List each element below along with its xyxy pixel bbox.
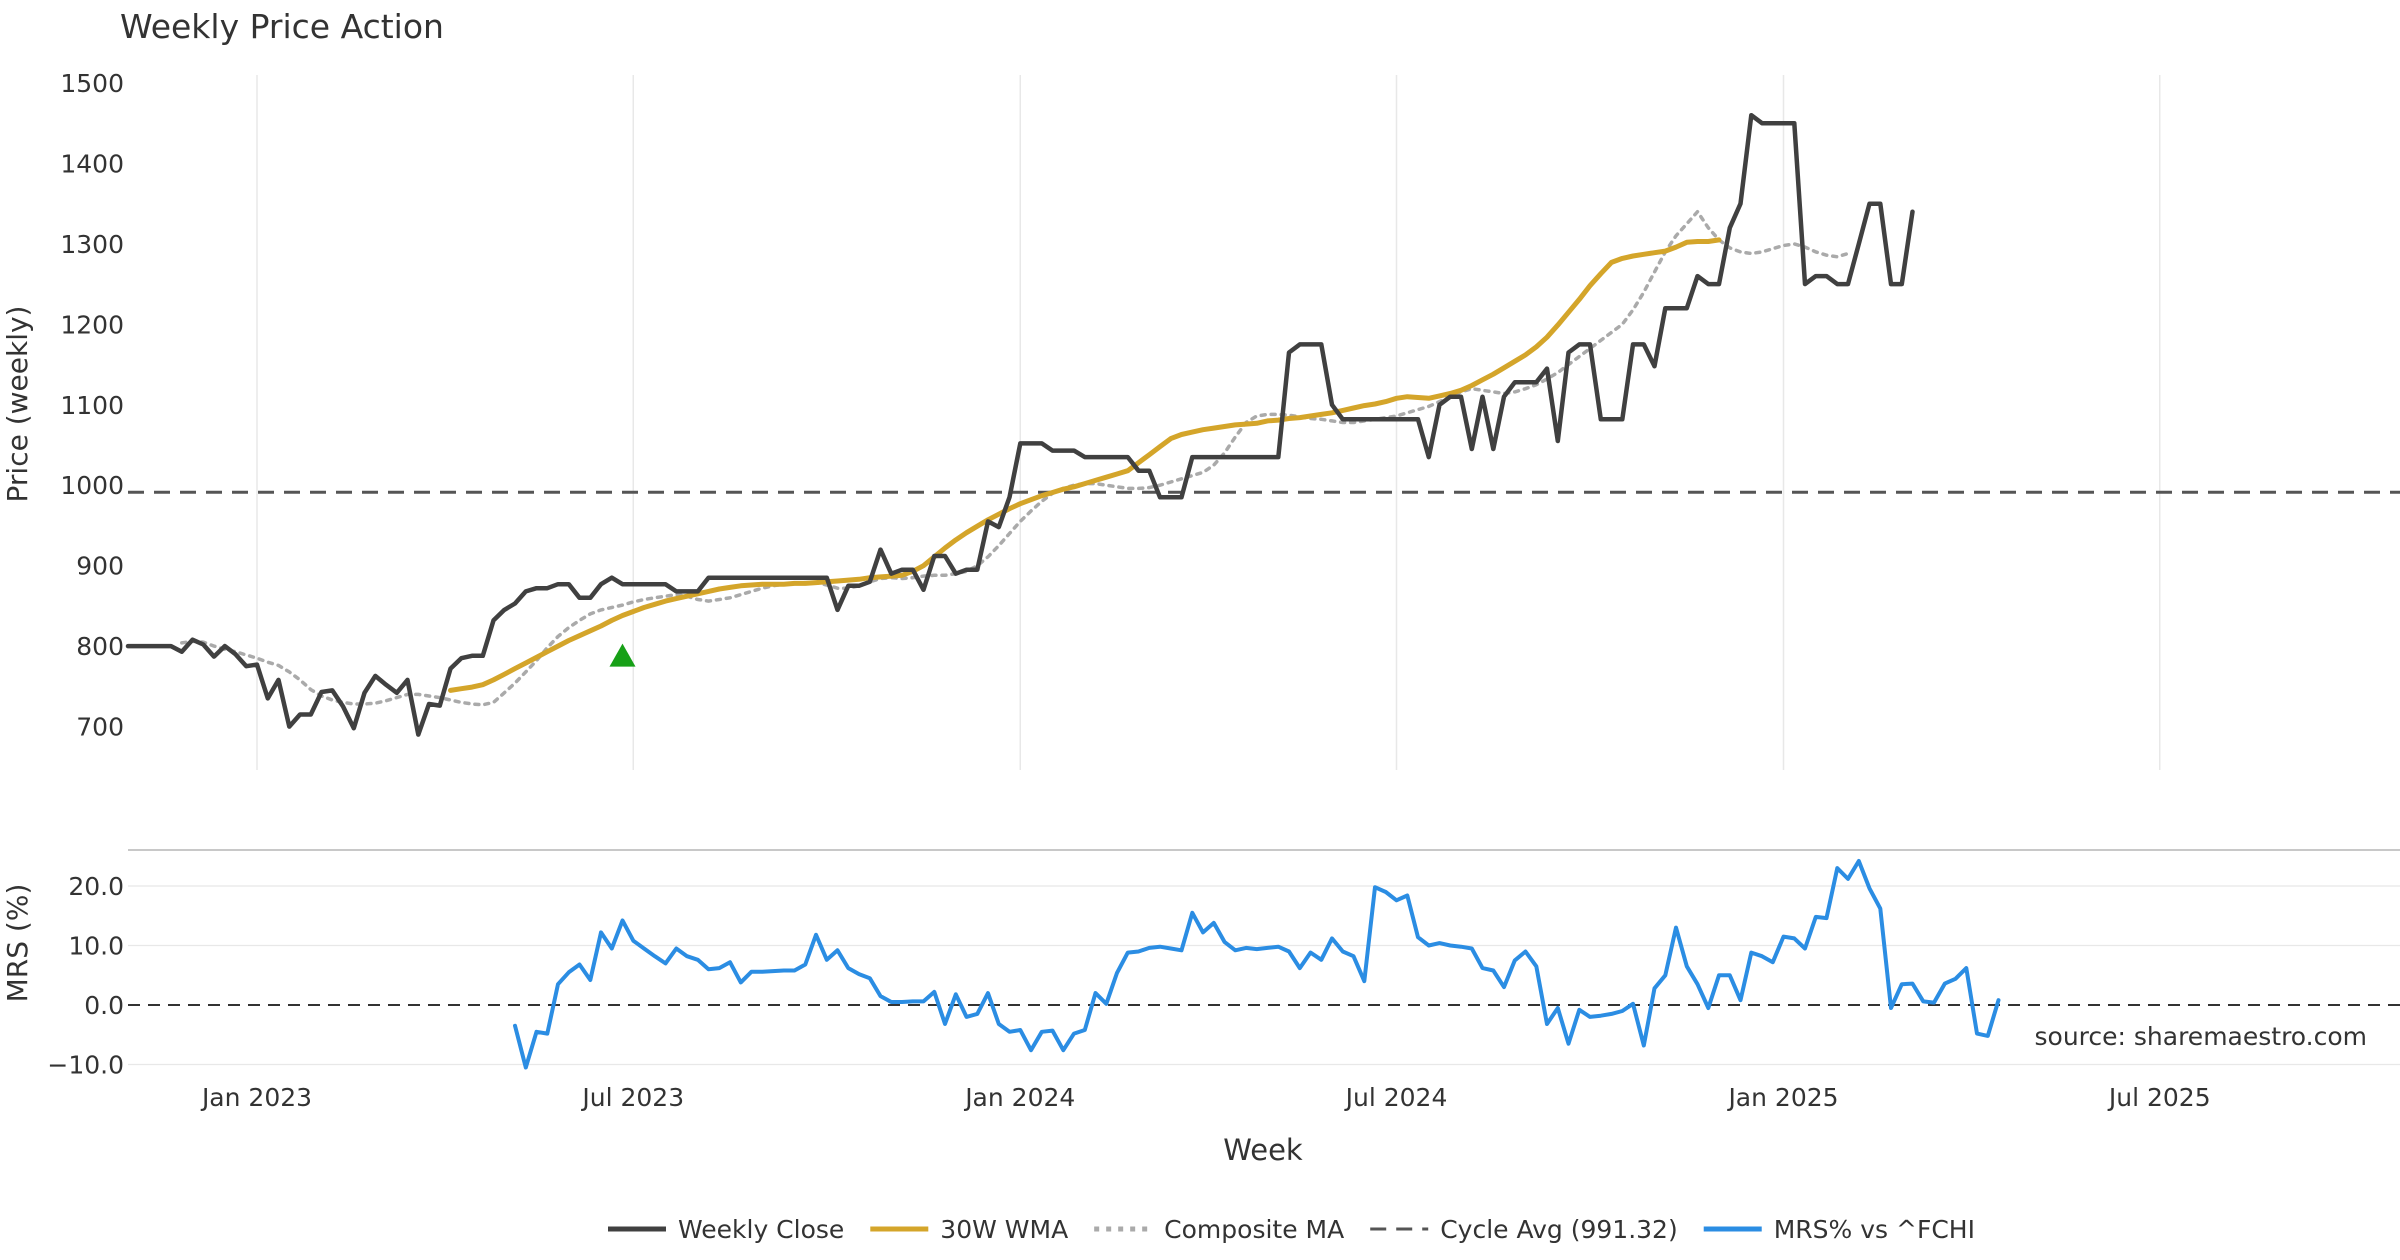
price-y-tick: 800 [76, 632, 124, 661]
x-tick-label: Jan 2024 [963, 1083, 1075, 1112]
legend-label: Composite MA [1164, 1215, 1344, 1244]
legend-label: Weekly Close [678, 1215, 844, 1244]
price-y-tick: 700 [76, 713, 124, 742]
price-panel: 700 800 900 1000 1100 1200 1300 1400 1500 Price … [1, 69, 2400, 770]
price-y-tick: 900 [76, 552, 124, 581]
x-tick-label: Jul 2023 [580, 1083, 684, 1112]
price-y-axis-label: Price (weekly) [1, 306, 34, 503]
price-y-tick-labels: 700 800 900 1000 1100 1200 1300 1400 1500 [60, 69, 124, 742]
x-tick-label: Jul 2024 [1344, 1083, 1448, 1112]
mrs-y-tick: −10.0 [47, 1051, 124, 1080]
weekly-close-line [125, 112, 1915, 737]
wma-30w-line [448, 237, 1722, 693]
legend-item-mrs: MRS% vs ^FCHI [1703, 1215, 1975, 1244]
price-y-tick: 1100 [60, 391, 124, 420]
x-tick-label: Jan 2025 [1726, 1083, 1838, 1112]
mrs-panel: 20.0 10.0 0.0 −10.0 MRS (%) source: sharema… [1, 859, 2400, 1080]
x-tick-label: Jul 2025 [2107, 1083, 2211, 1112]
legend-label: Cycle Avg (991.32) [1440, 1215, 1678, 1244]
price-series [125, 112, 1915, 737]
x-axis-tick-labels: Jan 2023 Jul 2023 Jan 2024 Jul 2024 Jan 2025… [200, 1083, 2211, 1112]
mrs-line [513, 859, 2001, 1070]
x-tick-label: Jan 2023 [200, 1083, 312, 1112]
legend-label: 30W WMA [940, 1215, 1068, 1244]
legend-item-wma: 30W WMA [870, 1215, 1068, 1244]
price-gridlines [256, 75, 2161, 770]
chart-title: Weekly Price Action [120, 7, 444, 46]
mrs-series [513, 859, 2001, 1070]
price-y-tick: 1200 [60, 310, 124, 339]
mrs-gridlines [128, 885, 2400, 1066]
price-y-tick: 1000 [60, 471, 124, 500]
mrs-y-tick: 10.0 [68, 932, 124, 961]
buy-signal-triangle [609, 643, 636, 667]
mrs-y-tick: 20.0 [68, 872, 124, 901]
mrs-y-tick: 0.0 [84, 991, 124, 1020]
price-y-tick: 1400 [60, 149, 124, 178]
legend-item-composite: Composite MA [1094, 1215, 1344, 1244]
legend-label: MRS% vs ^FCHI [1774, 1215, 1975, 1244]
composite-ma-line [180, 209, 1850, 707]
source-label: source: sharemaestro.com [2035, 1022, 2368, 1051]
legend-item-close: Weekly Close [608, 1215, 844, 1244]
mrs-y-tick-labels: 20.0 10.0 0.0 −10.0 [47, 872, 124, 1080]
price-y-tick: 1500 [60, 69, 124, 98]
price-y-tick: 1300 [60, 230, 124, 259]
legend: Weekly Close 30W WMA Composite MA Cycle Avg… [608, 1215, 1975, 1244]
x-axis-label: Week [1223, 1133, 1303, 1167]
legend-item-cycle: Cycle Avg (991.32) [1370, 1215, 1678, 1244]
mrs-y-axis-label: MRS (%) [1, 884, 34, 1003]
